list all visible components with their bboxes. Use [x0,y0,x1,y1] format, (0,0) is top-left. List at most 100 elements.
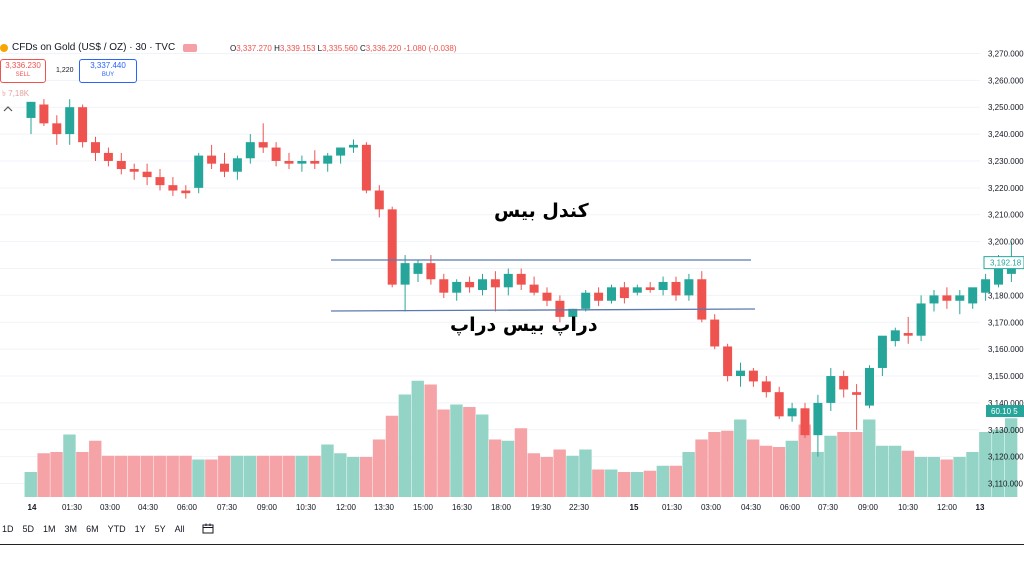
candle-body [852,392,862,395]
volume-bar [927,457,940,497]
volume-bar [488,439,502,497]
candle-body [490,279,500,288]
time-tick-label: 14 [28,503,37,512]
volume-bar [746,439,760,497]
range-1y[interactable]: 1Y [134,523,146,534]
time-tick-label: 06:00 [177,503,198,512]
range-all[interactable]: All [174,523,185,534]
range-3m[interactable]: 3M [64,523,78,534]
volume-bar [759,445,773,497]
volume-bar [166,455,179,497]
volume-bar [605,469,618,497]
collapse-chevron-icon[interactable] [2,104,14,114]
indicator-toggle-icon[interactable] [183,43,198,52]
range-1d[interactable]: 1D [2,523,14,534]
candle-body [207,155,217,164]
volume-bar [269,455,283,497]
candle-body [800,408,810,436]
candle-body [426,263,436,280]
volume-bar [256,455,270,497]
volume-bar [656,465,670,497]
candle-body [581,292,591,309]
volume-bar [643,470,657,497]
volume-bar [940,459,953,497]
candle-body [129,169,139,172]
candle-body [349,144,358,148]
volume-bar [824,435,837,497]
volume-bar [230,455,244,497]
time-tick-label: 06:00 [780,503,801,512]
volume-bar [347,457,360,497]
volume-bar [463,407,476,497]
last-price-label: 3,192.18 [990,259,1022,268]
candle-body [955,295,965,301]
candle-body [310,160,320,164]
volume-bar [308,455,321,497]
volume-bar [450,404,463,497]
spread-value: 1,220 [56,67,74,74]
time-tick-label: 10:30 [898,503,919,512]
volume-bar [334,453,347,497]
time-tick-label: 12:00 [336,503,357,512]
volume-bar [359,457,373,497]
annotation-base-candle: کندل بیس [494,200,589,222]
volume-bar [850,432,863,497]
candle-body [671,281,681,296]
price-tick-label: 3,130.000 [988,426,1024,435]
candle-body [387,209,397,285]
candle-body [78,107,88,143]
volume-bar [140,455,154,497]
price-tick-label: 3,150.000 [988,372,1024,381]
range-1m[interactable]: 1M [43,523,56,534]
candle-body [297,160,307,164]
volume-bar [1004,418,1018,497]
volume-bar [734,419,747,497]
volume-tag [986,405,1024,417]
range-ytd[interactable]: YTD [107,523,126,534]
volume-bar [669,465,682,497]
range-5y[interactable]: 5Y [154,523,166,534]
candle-body [336,147,346,156]
candle-body [774,392,784,417]
time-tick-label: 13:30 [374,503,395,512]
volume-bar [785,440,799,497]
volume-bar [579,449,592,497]
volume-bars [24,380,1018,497]
volume-bar [385,415,399,497]
time-tick-label: 09:00 [858,503,879,512]
sell-label: SELL [15,72,31,78]
candle-body [232,158,242,172]
price-tick-label: 3,210.000 [988,211,1024,220]
volume-tag-label: 60.10 5 [991,407,1018,416]
candle-body [710,319,720,347]
time-tick-label: 04:30 [138,503,159,512]
sell-button[interactable]: 3,336.230 SELL [0,59,46,83]
price-tick-label: 3,220.000 [988,184,1024,193]
time-tick-label: 07:30 [818,503,839,512]
time-tick-label: 13 [976,503,985,512]
range-5d[interactable]: 5D [22,523,35,534]
candle-body [52,123,62,135]
candle-body [994,260,1003,285]
volume-bar [540,457,553,497]
range-6m[interactable]: 6M [86,523,99,534]
candle-body [323,155,333,164]
candle-body [748,370,758,382]
candle-body [568,308,578,317]
candle-body [271,147,281,161]
candle-body [697,279,707,320]
volume-bar [295,455,308,497]
candle-body [736,370,745,377]
volume-bar [979,432,992,497]
volume-bar [205,459,218,497]
symbol-title[interactable]: CFDs on Gold (US$ / OZ) · 30 · TVC [0,42,198,53]
candle-body [839,376,849,390]
candle-body [787,408,797,417]
time-tick-label: 15:00 [413,503,434,512]
buy-button[interactable]: 3,337.440 BUY [79,59,137,83]
volume-bar [63,434,76,497]
volume-bar [914,457,928,497]
calendar-icon[interactable] [202,523,214,534]
volume-bar [527,453,541,497]
